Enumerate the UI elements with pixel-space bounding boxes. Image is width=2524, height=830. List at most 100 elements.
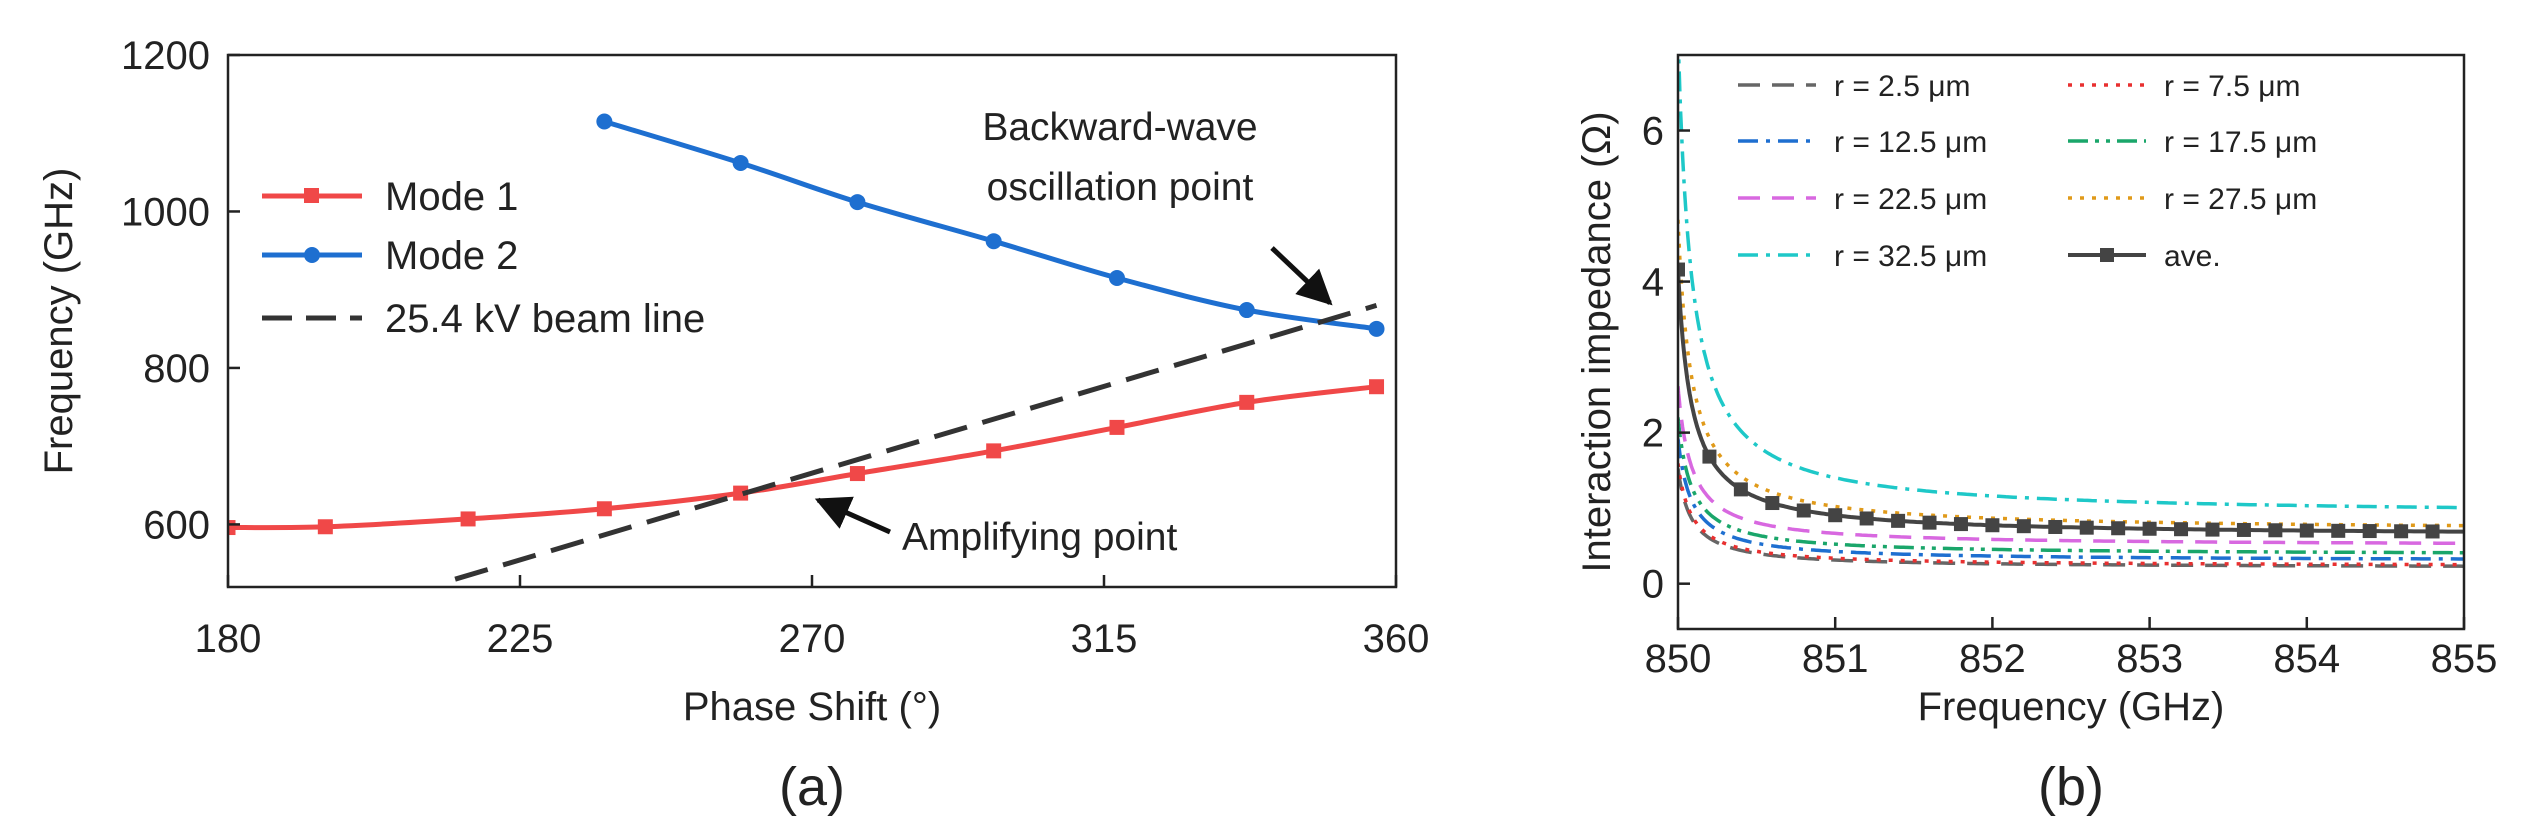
legend-label-mode-2: Mode 2 (385, 234, 518, 278)
panel-b-label: (b) (2038, 757, 2104, 817)
series-curve-r-17-5-m (1678, 417, 2464, 555)
legend-marker-mode-2 (304, 247, 320, 263)
y-tick-label-800: 800 (143, 347, 210, 391)
marker-ave-23 (2394, 524, 2409, 539)
legend-label-r-12-5-m: r = 12.5 μm (1834, 126, 1987, 159)
series-curve-r-22-5-m (1678, 386, 2464, 545)
legend-marker-ave (2100, 248, 2114, 262)
legend-label-beam-line: 25.4 kV beam line (385, 297, 705, 341)
annotation-backward-wave-line1: Backward-wave (982, 106, 1257, 149)
b-x-tick-label-852: 852 (1959, 637, 2026, 681)
x-tick-label-180: 180 (195, 617, 262, 661)
legend-label-mode-1: Mode 1 (385, 175, 518, 219)
b-y-tick-label-4: 4 (1642, 261, 1664, 305)
marker-mode-1-4 (733, 485, 749, 501)
series-line-mode-2 (603, 119, 1377, 332)
marker-mode-2-3 (985, 233, 1002, 250)
marker-ave-1 (1702, 449, 1717, 464)
marker-ave-15 (2142, 521, 2157, 536)
marker-ave-7 (1891, 513, 1906, 528)
legend-label-r-27-5-m: r = 27.5 μm (2164, 183, 2317, 216)
legend-label-ave: ave. (2164, 240, 2221, 273)
panel-a-legend: Mode 1 Mode 2 25.4 kV beam line (262, 175, 705, 341)
marker-ave-20 (2299, 523, 2314, 538)
b-y-tick-label-2: 2 (1642, 412, 1664, 456)
series-curve-r-7-5-m (1678, 463, 2464, 567)
marker-mode-2-4 (1108, 269, 1125, 286)
marker-ave-12 (2048, 519, 2063, 534)
marker-ave-21 (2331, 523, 2346, 538)
marker-mode-1-9 (1369, 379, 1385, 395)
series-curve-r-12-5-m (1678, 438, 2464, 561)
x-tick-label-360: 360 (1363, 617, 1430, 661)
marker-mode-1-2 (460, 511, 476, 527)
marker-ave-19 (2268, 523, 2283, 538)
b-x-tick-label-853: 853 (2116, 637, 2183, 681)
marker-ave-16 (2174, 522, 2189, 537)
annotation-amplifying-arrow (814, 496, 892, 535)
legend-label-r-17-5-m: r = 17.5 μm (2164, 126, 2317, 159)
annotation-amplifying-label: Amplifying point (902, 516, 1177, 559)
marker-ave-6 (1859, 511, 1874, 526)
b-y-tick-label-0: 0 (1642, 563, 1664, 607)
y-tick-label-600: 600 (143, 503, 210, 547)
b-x-tick-label-850: 850 (1645, 637, 1712, 681)
marker-ave-14 (2111, 521, 2126, 536)
marker-mode-1-3 (596, 501, 612, 517)
marker-ave-17 (2205, 522, 2220, 537)
marker-ave-10 (1985, 518, 2000, 533)
marker-ave-0 (1678, 262, 1685, 277)
b-x-tick-label-851: 851 (1802, 637, 1869, 681)
legend-label-r-7-5-m: r = 7.5 μm (2164, 70, 2301, 103)
marker-ave-24 (2425, 524, 2440, 539)
marker-ave-2 (1733, 482, 1748, 497)
marker-mode-1-7 (1109, 419, 1125, 435)
y-tick-label-1000: 1000 (121, 190, 210, 234)
series-curve-ave (1678, 269, 2464, 534)
y-tick-label-1200: 1200 (121, 34, 210, 78)
x-tick-label-315: 315 (1071, 617, 1138, 661)
marker-ave-11 (2016, 519, 2031, 534)
annotation-backward-wave-line2: oscillation point (987, 166, 1254, 209)
marker-ave-4 (1796, 503, 1811, 518)
marker-mode-1-0 (228, 520, 236, 536)
marker-ave-8 (1922, 515, 1937, 530)
panel-b-y-axis-label: Interaction impedance (Ω) (1575, 111, 1619, 572)
x-tick-label-270: 270 (779, 617, 846, 661)
marker-ave-3 (1765, 496, 1780, 511)
panel-b-legend: r = 2.5 μm r = 7.5 μm r = 12.5 μm r = 17.5 … (1738, 70, 2317, 273)
marker-ave-9 (1953, 517, 1968, 532)
marker-mode-1-8 (1239, 394, 1255, 410)
series-line-25-4-kv-beam-line (454, 303, 1378, 582)
marker-ave-13 (2079, 520, 2094, 535)
panel-a-y-axis-label: Frequency (GHz) (37, 168, 81, 475)
series-line-mode-1 (228, 384, 1377, 531)
marker-mode-2-5 (1238, 302, 1255, 319)
marker-mode-2-0 (596, 113, 613, 130)
panel-a-label: (a) (779, 757, 845, 817)
series-curve-r-32-5-m (1678, 55, 2464, 510)
panel-b-plot-frame (1676, 53, 2466, 631)
annotation-backward-wave-arrow (1270, 246, 1333, 306)
legend-label-r-2-5-m: r = 2.5 μm (1834, 70, 1971, 103)
legend-marker-mode-1 (304, 188, 319, 203)
panel-b-chart: 850 851 852 853 854 855 0 2 4 6 Frequency (GHz) I… (1575, 53, 2498, 817)
x-tick-label-225: 225 (487, 617, 554, 661)
b-x-tick-label-855: 855 (2431, 637, 2498, 681)
b-x-tick-label-854: 854 (2273, 637, 2340, 681)
panel-a-chart: 180 225 270 315 360 600 800 1000 1200 Phase Shif… (37, 34, 1429, 817)
marker-ave-22 (2362, 524, 2377, 539)
marker-mode-1-6 (986, 443, 1002, 459)
panel-a-x-axis-label: Phase Shift (°) (683, 685, 941, 729)
marker-mode-2-1 (732, 154, 749, 171)
marker-mode-2-2 (849, 194, 866, 211)
marker-mode-1-5 (849, 466, 865, 482)
b-y-tick-label-6: 6 (1642, 110, 1664, 154)
legend-label-r-22-5-m: r = 22.5 μm (1834, 183, 1987, 216)
marker-ave-18 (2236, 522, 2251, 537)
panel-b-x-axis-label: Frequency (GHz) (1918, 685, 2225, 729)
marker-ave-5 (1828, 508, 1843, 523)
marker-mode-1-1 (317, 519, 333, 535)
marker-mode-2-6 (1368, 320, 1385, 337)
